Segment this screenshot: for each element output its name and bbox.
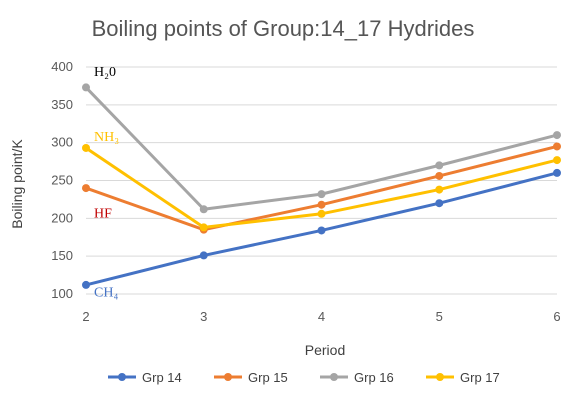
data-point (82, 143, 90, 152)
y-tick-label: 250 (51, 173, 73, 188)
y-tick-label: 150 (51, 248, 73, 263)
y-tick-label: 200 (51, 210, 73, 225)
y-tick-label: 300 (51, 135, 73, 150)
x-tick-labels: 2 3 4 5 6 (82, 309, 560, 324)
data-point (553, 131, 561, 140)
data-point (82, 184, 90, 193)
y-tick-label: 100 (51, 286, 73, 301)
data-point (199, 223, 208, 232)
data-point (317, 200, 326, 209)
data-point (435, 185, 444, 194)
legend-label: Grp 17 (460, 370, 500, 385)
series-grp-17 (82, 143, 561, 232)
data-point (435, 171, 444, 180)
data-point (553, 156, 561, 165)
data-point (82, 280, 90, 289)
annotation-label: HF (94, 207, 112, 222)
x-tick-label: 5 (436, 309, 443, 324)
data-point (317, 190, 326, 199)
x-tick-label: 3 (200, 309, 207, 324)
legend-item: Grp 17 (426, 370, 500, 385)
annotation-label: H₂0 (94, 65, 116, 80)
data-point (317, 209, 326, 218)
annotations: H₂0 NH₃ HF CH₄ (94, 65, 119, 300)
gridlines (86, 66, 557, 295)
series-grp-16 (82, 83, 561, 214)
x-tick-label: 2 (82, 309, 89, 324)
y-axis-label: Boiling point/K (9, 139, 25, 229)
legend-item: Grp 14 (108, 370, 182, 385)
y-tick-label: 400 (51, 59, 73, 74)
y-tick-labels: 100 150 200 250 300 350 400 (51, 59, 73, 301)
legend-label: Grp 14 (142, 370, 182, 385)
legend-item: Grp 15 (214, 370, 288, 385)
series-lines (82, 83, 561, 289)
x-tick-label: 4 (318, 309, 325, 324)
legend-label: Grp 16 (354, 370, 394, 385)
y-tick-label: 350 (51, 97, 73, 112)
data-point (199, 205, 208, 214)
legend-label: Grp 15 (248, 370, 288, 385)
data-point (435, 161, 444, 170)
legend: Grp 14 Grp 15 Grp 16 Grp 17 (108, 370, 500, 385)
legend-swatch-marker (436, 373, 444, 381)
data-point (317, 226, 326, 235)
annotation-label: CH₄ (94, 285, 118, 300)
legend-swatch-marker (118, 373, 126, 381)
x-axis-label: Period (305, 342, 345, 358)
data-point (82, 83, 90, 92)
series-grp-14 (82, 168, 561, 289)
legend-swatch-marker (224, 373, 232, 381)
chart-title: Boiling points of Group:14_17 Hydrides (92, 16, 475, 41)
data-point (435, 199, 444, 208)
legend-swatch-marker (330, 373, 338, 381)
data-point (199, 251, 208, 260)
data-point (553, 142, 561, 151)
data-point (553, 168, 561, 177)
annotation-label: NH₃ (94, 130, 119, 145)
x-tick-label: 6 (553, 309, 560, 324)
legend-item: Grp 16 (320, 370, 394, 385)
